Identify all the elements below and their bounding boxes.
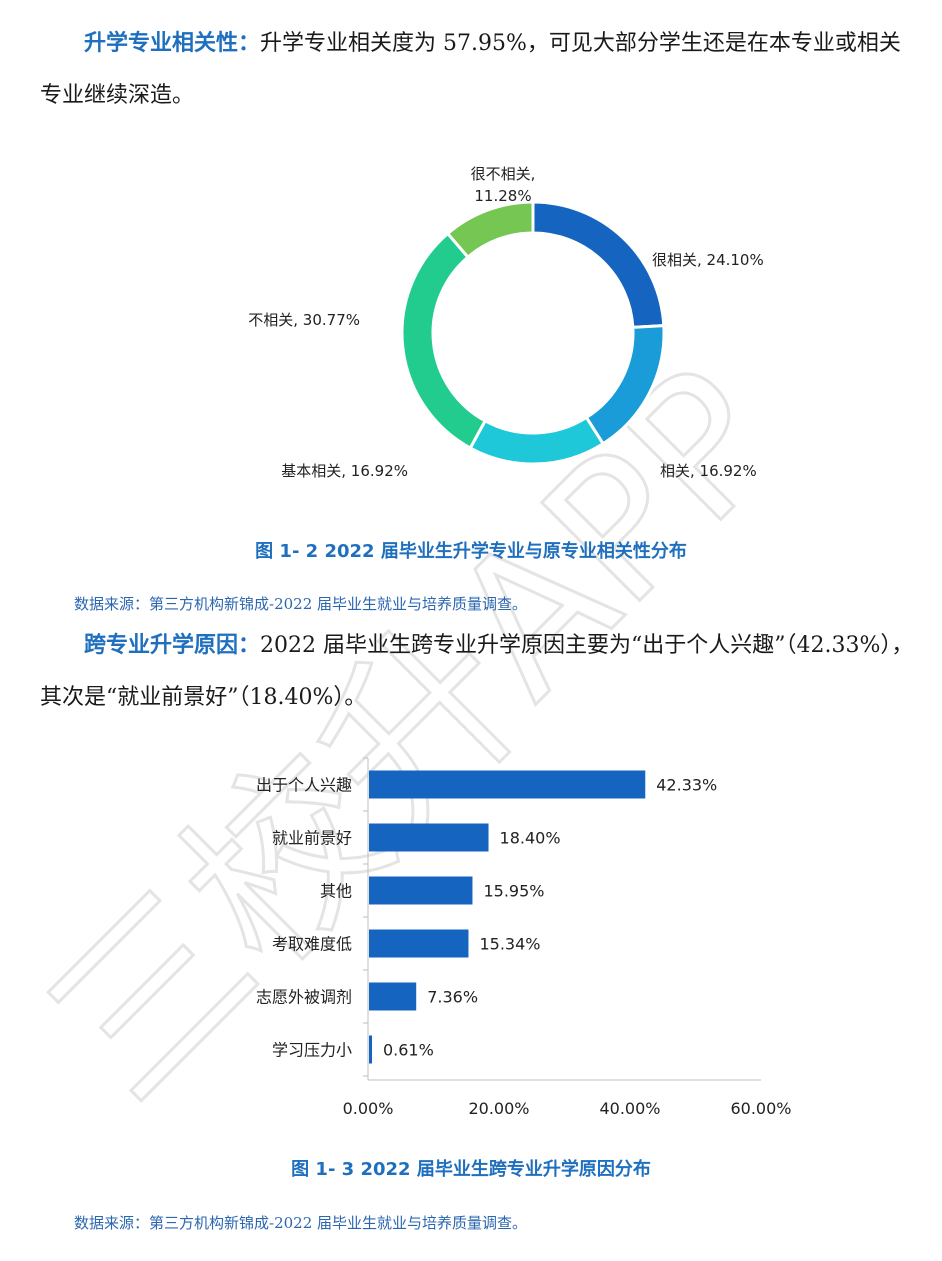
bar-value-label: 42.33% <box>656 776 717 795</box>
paragraph-lead: 升学专业相关性： <box>84 31 261 56</box>
donut-slice <box>445 200 535 260</box>
donut-slice <box>468 415 606 466</box>
x-tick-label: 0.00% <box>343 1099 394 1118</box>
x-tick-label: 40.00% <box>599 1099 660 1118</box>
figure-caption: 图 1- 2 2022 届毕业生升学专业与原专业相关性分布 <box>255 541 687 562</box>
category-label: 考取难度低 <box>272 935 352 954</box>
bar <box>369 823 489 852</box>
slice-label: 不相关, 30.77% <box>248 311 360 329</box>
bar <box>369 770 646 799</box>
category-label: 其他 <box>320 882 352 901</box>
bar <box>369 929 469 958</box>
paragraph-lead: 跨专业升学原因： <box>84 633 261 658</box>
donut-slice <box>584 324 666 446</box>
bar-value-label: 15.34% <box>479 935 540 954</box>
bar <box>369 1035 372 1064</box>
bar-value-label: 18.40% <box>500 829 561 848</box>
category-label: 学习压力小 <box>272 1041 352 1060</box>
paragraph-text: 升学专业相关度为 57.95%，可见大部分学生还是在本专业或相关专业继续深造。 <box>40 31 901 108</box>
category-label: 志愿外被调剂 <box>256 988 352 1007</box>
category-label: 出于个人兴趣 <box>256 776 352 795</box>
bar <box>369 876 473 905</box>
category-label: 就业前景好 <box>272 829 352 848</box>
figure-source: 数据来源：第三方机构新锦成-2022 届毕业生就业与培养质量调查。 <box>74 595 528 613</box>
donut-chart: 很相关, 24.10% 相关, 16.92% 基本相关, 16.92% 不相关, 30… <box>248 165 764 480</box>
paragraph-relevance: 升学专业相关性：升学专业相关度为 57.95%，可见大部分学生还是在本专业或相关… <box>40 18 920 122</box>
x-tick-label: 20.00% <box>468 1099 529 1118</box>
figure-caption: 图 1- 3 2022 届毕业生跨专业升学原因分布 <box>291 1159 651 1180</box>
slice-value-label: 11.28% <box>474 187 531 205</box>
slice-label: 很相关, 24.10% <box>652 251 764 269</box>
bar-chart: 出于个人兴趣 42.33% 就业前景好 18.40% 其他 15.95% 考取难度低 15.3… <box>256 757 792 1118</box>
bar-value-label: 0.61% <box>383 1041 434 1060</box>
slice-label: 相关, 16.92% <box>660 462 757 480</box>
paragraph-reasons: 跨专业升学原因：2022 届毕业生跨专业升学原因主要为“出于个人兴趣”（42.3… <box>40 620 920 724</box>
donut-slice <box>531 200 666 329</box>
donut-slice <box>400 231 488 451</box>
bar-value-label: 15.95% <box>483 882 544 901</box>
slice-label: 基本相关, 16.92% <box>281 462 408 480</box>
bar <box>369 982 417 1011</box>
figure-source: 数据来源：第三方机构新锦成-2022 届毕业生就业与培养质量调查。 <box>74 1214 528 1232</box>
x-tick-label: 60.00% <box>730 1099 791 1118</box>
bar-value-label: 7.36% <box>427 988 478 1007</box>
slice-label: 很不相关, <box>471 165 536 183</box>
paragraph-text: 2022 届毕业生跨专业升学原因主要为“出于个人兴趣”（42.33%），其次是“… <box>40 633 914 710</box>
